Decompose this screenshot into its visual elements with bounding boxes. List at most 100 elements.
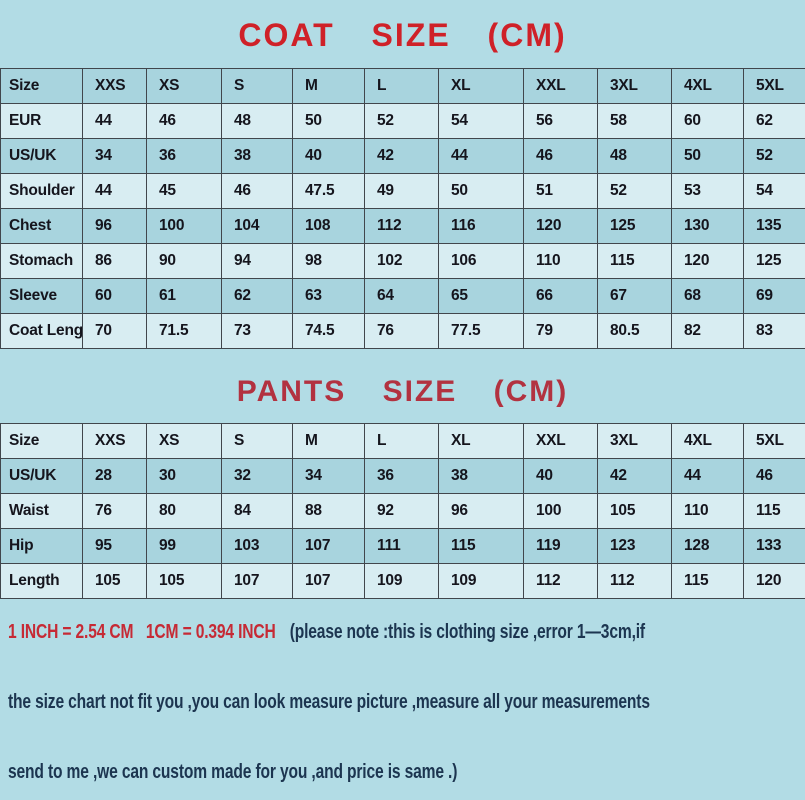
size-value-cell: 80: [146, 493, 222, 529]
size-value-cell: 73: [221, 313, 293, 349]
size-value-cell: 119: [523, 528, 598, 564]
column-header: 5XL: [743, 423, 805, 459]
size-value-cell: 135: [743, 208, 805, 244]
size-value-cell: 82: [671, 313, 744, 349]
size-value-cell: 112: [597, 563, 672, 599]
size-value-cell: 130: [671, 208, 744, 244]
size-value-cell: 115: [743, 493, 805, 529]
note-line-3: send to me ,we can custom made for you ,…: [8, 761, 458, 783]
size-value-cell: 125: [743, 243, 805, 279]
size-value-cell: 94: [221, 243, 293, 279]
size-value-cell: 47.5: [292, 173, 365, 209]
table-row: Length 105 105 107 107 109 109 112 112 115 120: [0, 563, 805, 599]
size-value-cell: 62: [221, 278, 293, 314]
size-value-cell: 106: [438, 243, 524, 279]
size-value-cell: 86: [82, 243, 147, 279]
size-value-cell: 44: [671, 458, 744, 494]
size-value-cell: 49: [364, 173, 439, 209]
size-value-cell: 60: [671, 103, 744, 139]
size-value-cell: 70: [82, 313, 147, 349]
size-value-cell: 120: [743, 563, 805, 599]
column-header: S: [221, 423, 293, 459]
column-header: 4XL: [671, 423, 744, 459]
row-label: EUR: [0, 103, 83, 139]
size-value-cell: 111: [364, 528, 439, 564]
table-header-row: Size XXS XS S M L XL XXL 3XL 4XL 5XL: [0, 423, 805, 459]
size-value-cell: 38: [221, 138, 293, 174]
size-value-cell: 95: [82, 528, 147, 564]
table-row: US/UK 28 30 32 34 36 38 40 42 44 46: [0, 458, 805, 494]
row-label: Length: [0, 563, 83, 599]
column-header: L: [364, 423, 439, 459]
column-header: XL: [438, 423, 524, 459]
column-header: XS: [146, 68, 222, 104]
size-value-cell: 53: [671, 173, 744, 209]
size-value-cell: 52: [364, 103, 439, 139]
size-value-cell: 109: [438, 563, 524, 599]
size-value-cell: 112: [523, 563, 598, 599]
size-value-cell: 107: [292, 563, 365, 599]
size-value-cell: 105: [597, 493, 672, 529]
size-value-cell: 34: [292, 458, 365, 494]
table-row: US/UK 34 36 38 40 42 44 46 48 50 52: [0, 138, 805, 174]
size-value-cell: 84: [221, 493, 293, 529]
size-value-cell: 67: [597, 278, 672, 314]
size-value-cell: 46: [221, 173, 293, 209]
size-value-cell: 83: [743, 313, 805, 349]
size-value-cell: 52: [597, 173, 672, 209]
size-value-cell: 28: [82, 458, 147, 494]
column-header: M: [292, 423, 365, 459]
size-value-cell: 50: [671, 138, 744, 174]
table-row: Stomach 86 90 94 98 102 106 110 115 120 125: [0, 243, 805, 279]
size-value-cell: 76: [364, 313, 439, 349]
column-header: Size: [0, 68, 83, 104]
column-header: Size: [0, 423, 83, 459]
size-value-cell: 125: [597, 208, 672, 244]
column-header: S: [221, 68, 293, 104]
row-label: US/UK: [0, 138, 83, 174]
size-value-cell: 50: [438, 173, 524, 209]
size-value-cell: 46: [146, 103, 222, 139]
size-value-cell: 61: [146, 278, 222, 314]
table-header-row: Size XXS XS S M L XL XXL 3XL 4XL 5XL: [0, 68, 805, 104]
size-value-cell: 42: [597, 458, 672, 494]
size-value-cell: 34: [82, 138, 147, 174]
note-line-1: 1 INCH = 2.54 CM 1CM = 0.394 INCH (please…: [8, 615, 645, 649]
table-row: Chest 96 100 104 108 112 116 120 125 130 135: [0, 208, 805, 244]
column-header: L: [364, 68, 439, 104]
coat-size-title: COAT SIZE (CM): [238, 17, 567, 53]
size-value-cell: 48: [221, 103, 293, 139]
size-value-cell: 107: [221, 563, 293, 599]
size-value-cell: 103: [221, 528, 293, 564]
size-value-cell: 44: [438, 138, 524, 174]
size-value-cell: 69: [743, 278, 805, 314]
size-value-cell: 92: [364, 493, 439, 529]
size-value-cell: 120: [671, 243, 744, 279]
size-value-cell: 74.5: [292, 313, 365, 349]
size-value-cell: 54: [438, 103, 524, 139]
size-value-cell: 115: [597, 243, 672, 279]
size-value-cell: 58: [597, 103, 672, 139]
size-value-cell: 64: [364, 278, 439, 314]
size-value-cell: 120: [523, 208, 598, 244]
size-value-cell: 42: [364, 138, 439, 174]
inch-cm-conversion-note: 1 INCH = 2.54 CM 1CM = 0.394 INCH: [8, 621, 276, 643]
size-value-cell: 123: [597, 528, 672, 564]
size-value-cell: 46: [743, 458, 805, 494]
size-value-cell: 79: [523, 313, 598, 349]
size-value-cell: 104: [221, 208, 293, 244]
size-value-cell: 105: [82, 563, 147, 599]
size-value-cell: 100: [523, 493, 598, 529]
size-value-cell: 38: [438, 458, 524, 494]
table-row: EUR 44 46 48 50 52 54 56 58 60 62: [0, 103, 805, 139]
size-value-cell: 110: [671, 493, 744, 529]
row-label: Sleeve: [0, 278, 83, 314]
notes-section: 1 INCH = 2.54 CM 1CM = 0.394 INCH (please…: [0, 615, 805, 789]
size-value-cell: 109: [364, 563, 439, 599]
size-value-cell: 98: [292, 243, 365, 279]
coat-size-table: Size XXS XS S M L XL XXL 3XL 4XL 5XL EUR 44 46 48 50 52 5…: [0, 68, 805, 349]
size-value-cell: 107: [292, 528, 365, 564]
size-value-cell: 128: [671, 528, 744, 564]
size-value-cell: 54: [743, 173, 805, 209]
